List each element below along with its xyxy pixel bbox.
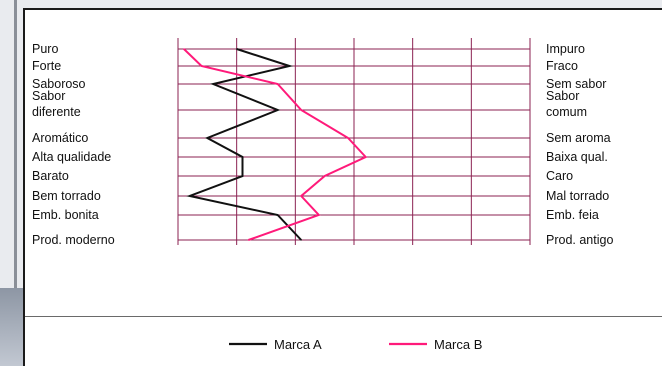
right-label: Sabor [546,89,579,103]
left-label: Aromático [32,131,88,145]
series-point [300,239,302,241]
series-point [200,65,203,67]
series-point [277,83,279,85]
right-label: Prod. antigo [546,233,613,247]
series-line-marca-a [186,48,302,241]
left-label: diferente [32,105,81,119]
series-point [318,214,320,216]
window-edge [14,0,17,300]
series-point [189,195,191,197]
left-label: Bem torrado [32,189,101,203]
grid [177,38,531,245]
series-point [206,137,208,139]
right-label: Sem sabor [546,77,606,91]
series-point [212,83,214,85]
series-point [365,156,367,158]
series-line-marca-b [183,48,368,241]
right-label: Mal torrado [546,189,609,203]
legend-label-marca-b: Marca B [434,337,482,352]
left-label: Sabor [32,89,65,103]
legend-label-marca-a: Marca A [274,337,322,352]
right-label: Baixa qual. [546,150,608,164]
series-point [247,239,249,241]
series-point [324,175,326,177]
left-label: Forte [32,59,61,73]
right-label: Fraco [546,59,578,73]
series-point [241,156,244,158]
right-label: comum [546,105,587,119]
left-label: Prod. moderno [32,233,115,247]
left-label: Puro [32,42,58,56]
right-label: Emb. feia [546,208,599,222]
series-point [277,214,279,216]
right-label: Caro [546,169,573,183]
legend-separator [25,316,662,317]
right-label: Sem aroma [546,131,611,145]
chart-panel [23,8,662,366]
series-point [288,65,291,67]
right-label: Impuro [546,42,585,56]
left-label: Emb. bonita [32,208,99,222]
left-label: Barato [32,169,69,183]
series-point [300,109,302,111]
legend: Marca A Marca B [229,337,482,352]
series-point [241,175,244,177]
left-label: Saboroso [32,77,86,91]
series-point [300,195,302,197]
series-lines [183,48,368,241]
series-point [236,48,238,50]
left-label: Alta qualidade [32,150,111,164]
series-point [347,137,349,139]
series-point [277,109,279,111]
series-point [183,48,185,50]
